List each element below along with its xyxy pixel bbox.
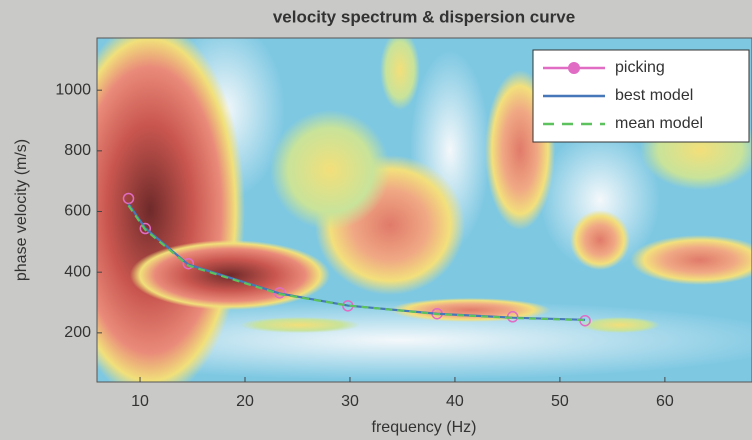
series-line xyxy=(127,204,586,322)
y-tick-label: 1000 xyxy=(55,81,91,98)
x-tick-label: 50 xyxy=(551,393,569,410)
x-tick-label: 30 xyxy=(341,393,359,410)
x-tick-label: 20 xyxy=(236,393,254,410)
chart-title: velocity spectrum & dispersion curve xyxy=(273,7,575,26)
y-tick-label: 400 xyxy=(64,263,91,280)
plot-frame xyxy=(96,37,752,383)
series-marker xyxy=(182,257,195,270)
y-tick-label: 800 xyxy=(64,142,91,159)
y-axis-label: phase velocity (m/s) xyxy=(13,139,30,281)
x-tick-label: 40 xyxy=(446,393,464,410)
x-tick-label: 60 xyxy=(656,393,674,410)
series-marker xyxy=(139,222,152,235)
legend: picking best model mean model xyxy=(532,49,750,143)
y-tick-label: 200 xyxy=(64,324,91,341)
legend-label: best model xyxy=(615,87,693,104)
legend-marker xyxy=(568,62,580,74)
x-axis-label: frequency (Hz) xyxy=(372,419,477,436)
legend-label: mean model xyxy=(615,115,703,132)
x-tick-label: 10 xyxy=(131,393,149,410)
legend-label: picking xyxy=(615,59,665,76)
y-tick-label: 600 xyxy=(64,203,91,220)
series-marker xyxy=(122,192,135,205)
